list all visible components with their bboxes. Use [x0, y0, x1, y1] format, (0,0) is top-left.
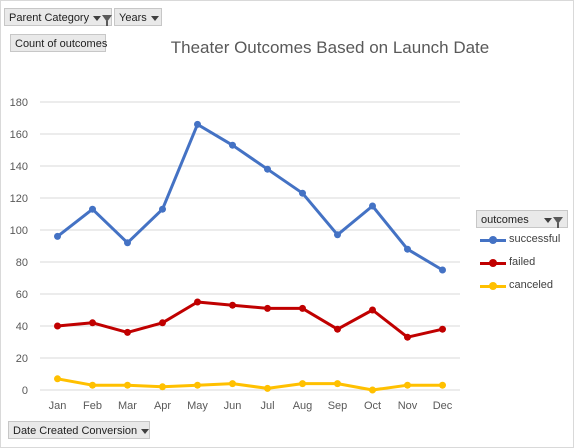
x-tick-label: Jul — [260, 400, 274, 412]
y-tick-label: 0 — [22, 385, 28, 397]
chevron-down-icon — [93, 15, 102, 21]
x-axis-ticks: Jan Feb Mar Apr May Jun Jul Aug Sep Oct Nov Dec — [49, 400, 453, 412]
y-tick-label: 40 — [16, 321, 28, 333]
legend-item-successful: successful — [476, 228, 568, 251]
series-canceled — [54, 375, 446, 394]
data-point — [264, 165, 271, 173]
y-tick-label: 20 — [16, 353, 28, 365]
series-line-failed — [57, 300, 443, 339]
x-tick-label: Jan — [49, 400, 67, 412]
y-axis-ticks: 0 20 40 60 80 100 120 140 160 180 — [10, 97, 28, 397]
filter-icon — [553, 216, 563, 228]
gridlines — [40, 101, 460, 391]
x-tick-label: Dec — [433, 400, 453, 412]
chevron-down-icon — [544, 217, 552, 223]
legend-field-label: outcomes — [481, 214, 529, 226]
axis-field-button[interactable]: Date Created Conversion — [8, 421, 150, 439]
values-field-label: Count of outcomes — [15, 38, 108, 50]
data-point — [159, 383, 166, 391]
data-point — [264, 304, 271, 312]
y-tick-label: 140 — [10, 161, 28, 173]
data-point — [334, 325, 341, 333]
series-line-successful — [56, 122, 444, 272]
data-point — [334, 380, 341, 388]
legend-item-canceled: canceled — [476, 274, 568, 297]
x-tick-label: Sep — [328, 400, 348, 412]
x-tick-label: Apr — [154, 400, 171, 412]
series-successful — [54, 120, 446, 274]
data-point — [89, 319, 96, 327]
data-point — [439, 325, 446, 333]
data-point — [54, 232, 61, 240]
years-filter-button[interactable]: Years — [114, 8, 162, 26]
legend-field-button[interactable]: outcomes — [476, 210, 568, 228]
data-point — [299, 380, 306, 388]
legend-item-failed: failed — [476, 251, 568, 274]
legend: outcomes successful failed canceled — [476, 210, 568, 297]
data-point — [299, 189, 306, 197]
data-point — [404, 381, 411, 389]
legend-swatch — [480, 282, 506, 290]
legend-label: canceled — [509, 279, 554, 291]
parent-category-label: Parent Category — [9, 12, 90, 24]
data-point — [124, 381, 131, 389]
data-point — [89, 205, 96, 213]
chevron-down-icon — [141, 428, 150, 434]
data-point — [229, 141, 236, 149]
y-tick-label: 100 — [10, 225, 28, 237]
data-point — [404, 333, 411, 341]
x-tick-label: Mar — [118, 400, 137, 412]
y-tick-label: 160 — [10, 129, 28, 141]
filter-icon — [102, 14, 113, 26]
data-point — [194, 381, 201, 389]
legend-label: successful — [509, 233, 561, 245]
data-point — [159, 319, 166, 327]
data-point — [194, 298, 201, 306]
data-point — [229, 301, 236, 309]
legend-swatch — [480, 259, 506, 267]
data-point — [264, 384, 271, 392]
x-tick-label: Feb — [83, 400, 102, 412]
data-point — [124, 328, 131, 336]
chevron-down-icon — [150, 15, 159, 21]
data-point — [299, 304, 306, 312]
data-point — [54, 322, 61, 330]
data-point — [229, 380, 236, 388]
series-failed — [54, 298, 446, 341]
y-tick-label: 120 — [10, 193, 28, 205]
values-field-button[interactable]: Count of outcomes — [10, 34, 108, 52]
series-lines — [54, 120, 446, 394]
data-point — [369, 386, 376, 394]
x-tick-label: May — [187, 400, 208, 412]
x-tick-label: Nov — [398, 400, 418, 412]
axis-field-label: Date Created Conversion — [13, 425, 138, 437]
data-point — [89, 381, 96, 389]
data-point — [334, 231, 341, 239]
data-point — [369, 202, 376, 210]
legend-swatch — [480, 236, 506, 244]
y-tick-label: 60 — [16, 289, 28, 301]
data-point — [159, 205, 166, 213]
x-tick-label: Oct — [364, 400, 381, 412]
data-point — [404, 245, 411, 253]
y-tick-label: 180 — [10, 97, 28, 109]
data-point — [54, 375, 61, 383]
parent-category-filter-button[interactable]: Parent Category — [4, 8, 113, 26]
years-label: Years — [119, 12, 147, 24]
data-point — [194, 120, 201, 128]
series-line-canceled — [57, 377, 443, 392]
legend-label: failed — [509, 256, 536, 268]
data-point — [439, 266, 446, 274]
chart-title: Theater Outcomes Based on Launch Date — [170, 38, 490, 57]
data-point — [124, 239, 131, 247]
data-point — [369, 306, 376, 314]
y-tick-label: 80 — [16, 257, 28, 269]
x-tick-label: Aug — [293, 400, 313, 412]
x-tick-label: Jun — [224, 400, 242, 412]
data-point — [439, 381, 446, 389]
